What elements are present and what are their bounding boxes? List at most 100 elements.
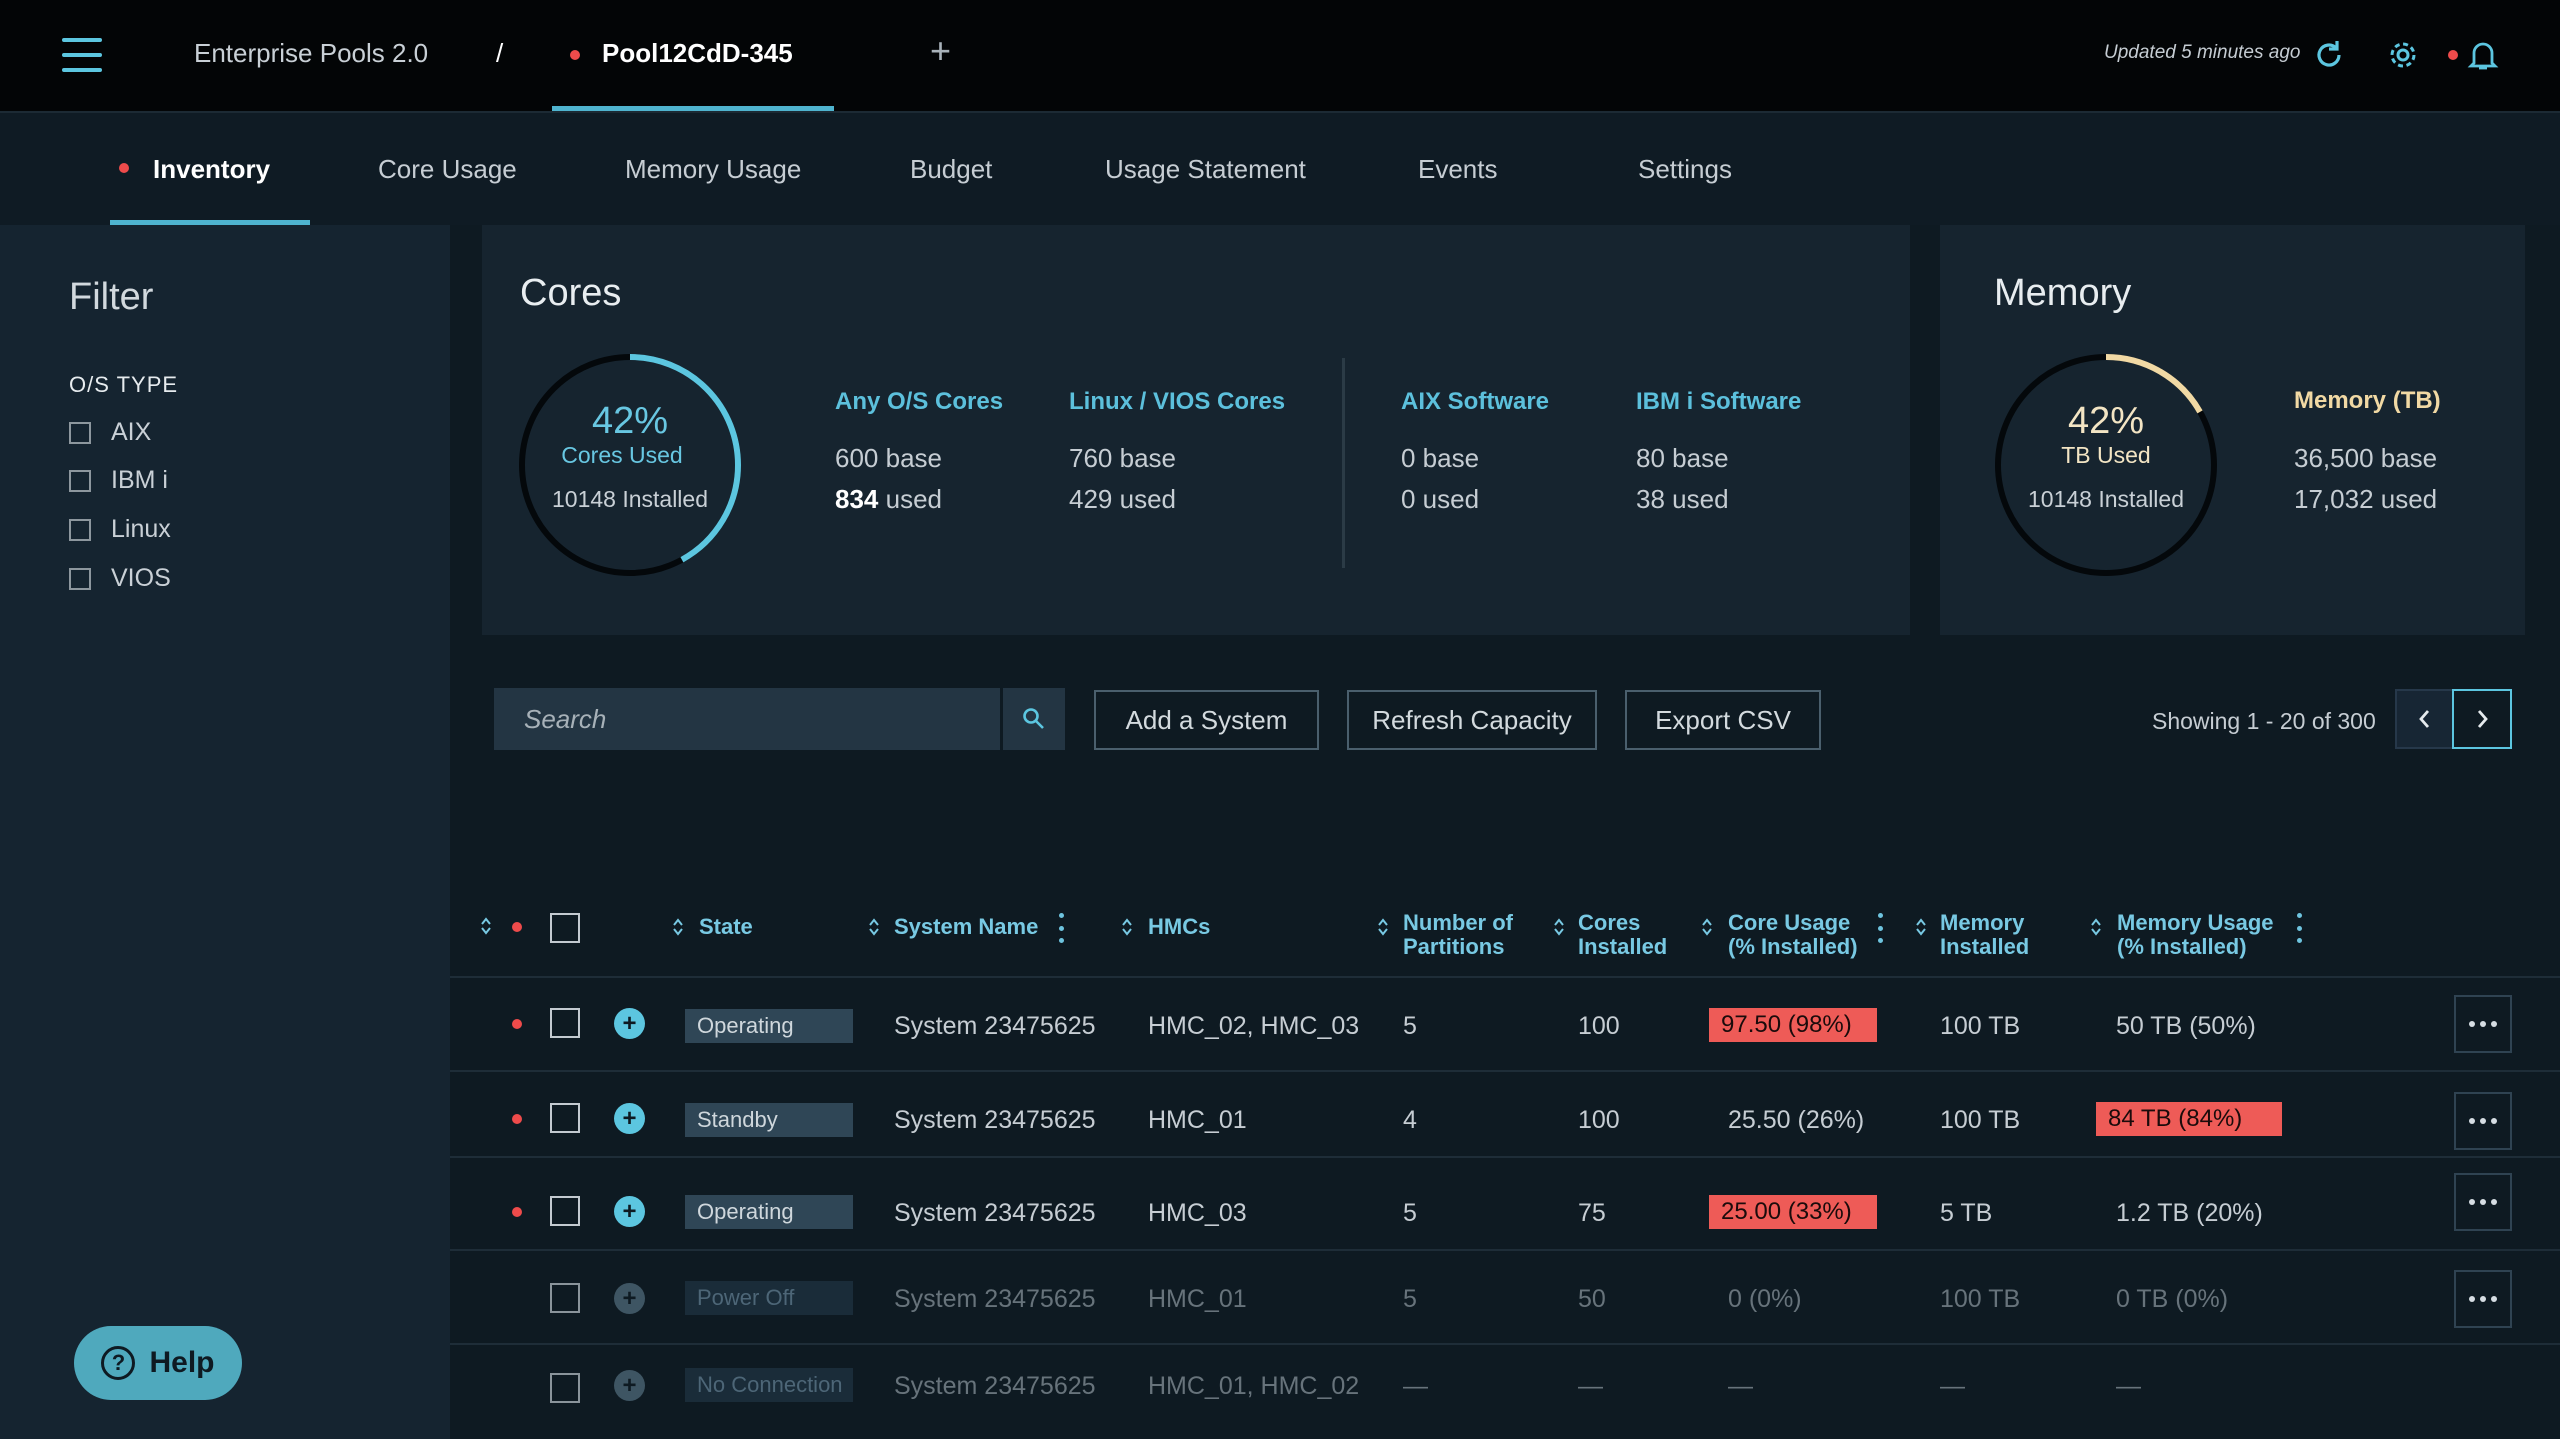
system-name-cell[interactable]: System 23475625 [894, 1285, 1096, 1313]
row-overflow-menu-icon[interactable] [2454, 1092, 2512, 1150]
sort-icon[interactable] [1915, 917, 1927, 937]
column-system-name[interactable]: System Name [894, 914, 1039, 939]
tab-memory-usage[interactable]: Memory Usage [625, 154, 802, 184]
row-overflow-menu-icon[interactable] [2454, 1270, 2512, 1328]
hmcs-cell: HMC_01, HMC_02 [1148, 1372, 1360, 1400]
sort-icon[interactable] [1121, 917, 1133, 937]
column-memory-usage[interactable]: Memory Usage (% Installed) [2117, 911, 2274, 959]
sort-icon[interactable] [1701, 917, 1713, 937]
breadcrumb-app-name[interactable]: Enterprise Pools 2.0 [194, 38, 429, 68]
core-usage-cell-alert: 97.50 (98%) [1709, 1008, 1877, 1042]
sort-icon[interactable] [868, 917, 880, 937]
row-checkbox[interactable] [550, 1196, 580, 1226]
core-usage-cell: 0 (0%) [1728, 1285, 1802, 1313]
add-tab-button[interactable]: + [930, 30, 952, 71]
tab-settings[interactable]: Settings [1638, 154, 1732, 184]
sort-icon[interactable] [1553, 917, 1565, 937]
memory-card [1940, 225, 2525, 635]
filter-option-ibm-i[interactable]: IBM i [69, 466, 168, 495]
stats-divider [1342, 358, 1345, 568]
help-label: Help [149, 1346, 215, 1379]
checkbox[interactable] [69, 567, 91, 590]
sort-icon[interactable] [480, 916, 492, 936]
updated-timestamp: Updated 5 minutes ago [2104, 42, 2301, 63]
question-icon: ? [101, 1346, 136, 1380]
checkbox[interactable] [69, 469, 91, 492]
row-overflow-menu-icon[interactable] [2454, 995, 2512, 1053]
column-hmcs[interactable]: HMCs [1148, 914, 1211, 939]
checkbox[interactable] [69, 421, 91, 444]
previous-page-button[interactable] [2395, 689, 2455, 749]
filter-option-aix[interactable]: AIX [69, 418, 151, 447]
system-name-cell[interactable]: System 23475625 [894, 1012, 1096, 1040]
next-page-button[interactable] [2452, 689, 2512, 749]
row-checkbox[interactable] [550, 1103, 580, 1133]
help-button[interactable]: ? Help [74, 1326, 242, 1400]
state-badge: Operating [685, 1195, 853, 1229]
partitions-cell: 5 [1403, 1285, 1417, 1313]
table-row[interactable] [450, 978, 2560, 1072]
checkbox[interactable] [69, 518, 91, 541]
column-state[interactable]: State [699, 914, 753, 939]
state-badge: Operating [685, 1009, 853, 1043]
bell-icon[interactable] [2466, 38, 2500, 72]
table-row[interactable] [450, 1251, 2560, 1345]
expand-row-icon[interactable]: + [614, 1370, 645, 1401]
tab-budget[interactable]: Budget [910, 154, 993, 184]
pool-status-dot [570, 50, 580, 60]
sort-icon[interactable] [1377, 917, 1389, 937]
column-menu-icon[interactable] [1878, 913, 1884, 943]
column-cores-line2: Installed [1578, 934, 1668, 959]
sort-icon[interactable] [672, 917, 684, 937]
filter-option-vios[interactable]: VIOS [69, 564, 171, 593]
partitions-cell: 5 [1403, 1199, 1417, 1227]
tab-events[interactable]: Events [1418, 154, 1498, 184]
tab-pool[interactable]: Pool12CdD-345 [602, 38, 793, 68]
core-usage-cell: 25.50 (26%) [1728, 1106, 1865, 1134]
add-system-button[interactable]: Add a System [1094, 690, 1319, 750]
row-checkbox[interactable] [550, 1373, 580, 1403]
system-name-cell[interactable]: System 23475625 [894, 1372, 1096, 1400]
export-csv-button[interactable]: Export CSV [1625, 690, 1821, 750]
row-overflow-menu-icon[interactable] [2454, 1173, 2512, 1231]
table-row[interactable] [450, 1158, 2560, 1251]
tab-inventory[interactable]: Inventory [153, 154, 271, 184]
tab-core-usage[interactable]: Core Usage [378, 154, 517, 184]
row-checkbox[interactable] [550, 1283, 580, 1313]
cores-installed-cell: — [1578, 1372, 1603, 1400]
chevron-left-icon [2419, 710, 2430, 728]
gear-icon[interactable] [2386, 38, 2420, 72]
search-button[interactable] [1003, 688, 1065, 750]
expand-row-icon[interactable]: + [614, 1103, 645, 1134]
column-memory-usage-line1: Memory Usage [2117, 910, 2274, 935]
memory-installed-cell: 100 TB [1940, 1012, 2021, 1040]
refresh-capacity-button[interactable]: Refresh Capacity [1347, 690, 1597, 750]
ibm-i-software-base: 80 base [1636, 443, 1729, 473]
cores-gauge-arc [519, 354, 741, 576]
column-memory-installed[interactable]: Memory Installed [1940, 911, 2029, 959]
column-cores-installed[interactable]: Cores Installed [1578, 911, 1667, 959]
system-name-cell[interactable]: System 23475625 [894, 1106, 1096, 1134]
select-all-checkbox[interactable] [550, 913, 580, 943]
search-input[interactable]: Search [494, 688, 1000, 750]
column-partitions-line1: Number of [1403, 910, 1513, 935]
expand-row-icon[interactable]: + [614, 1283, 645, 1314]
memory-usage-cell-alert: 84 TB (84%) [2096, 1102, 2282, 1136]
system-name-cell[interactable]: System 23475625 [894, 1199, 1096, 1227]
column-partitions[interactable]: Number of Partitions [1403, 911, 1513, 959]
hamburger-menu-icon[interactable] [62, 38, 102, 72]
sort-icon[interactable] [2090, 917, 2102, 937]
row-status-dot [512, 1207, 522, 1217]
expand-row-icon[interactable]: + [614, 1196, 645, 1227]
column-menu-icon[interactable] [2297, 913, 2303, 943]
filter-option-linux[interactable]: Linux [69, 515, 171, 544]
column-core-usage[interactable]: Core Usage (% Installed) [1728, 911, 1858, 959]
memory-usage-cell: 50 TB (50%) [2116, 1012, 2256, 1040]
table-row[interactable] [450, 1072, 2560, 1158]
refresh-icon[interactable] [2312, 38, 2346, 72]
tab-usage-statement[interactable]: Usage Statement [1105, 154, 1306, 184]
row-checkbox[interactable] [550, 1008, 580, 1038]
column-menu-icon[interactable] [1059, 913, 1065, 943]
hmcs-cell: HMC_02, HMC_03 [1148, 1012, 1360, 1040]
expand-row-icon[interactable]: + [614, 1008, 645, 1039]
